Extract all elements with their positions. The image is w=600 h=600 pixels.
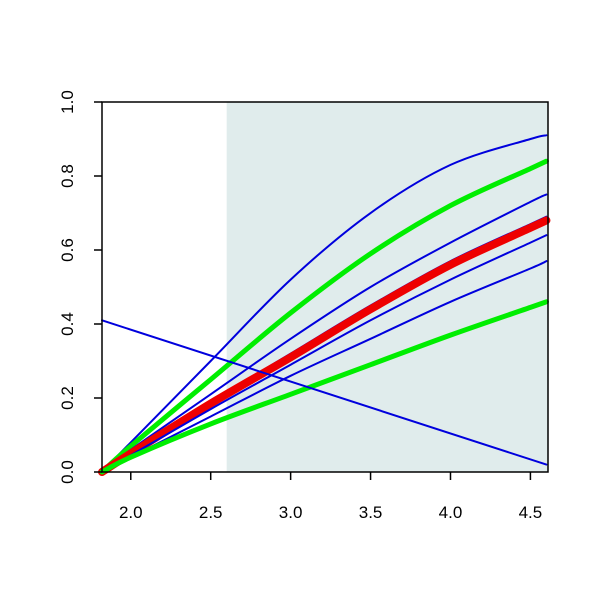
x-tick-label: 3.5: [359, 503, 383, 522]
series-line-9: [101, 319, 548, 466]
tick-labels-layer: 2.0 2.5 3.0 3.5 4.0 4.5 0.0 0.2 0.4 0.6 0.8 1.0: [58, 90, 542, 522]
shaded-region: [226, 102, 548, 472]
y-tick-label: 0.8: [58, 164, 77, 188]
x-tick-label: 3.0: [279, 503, 303, 522]
x-tick-label: 2.5: [199, 503, 223, 522]
x-tick-label: 2.0: [119, 503, 143, 522]
series-line-3: [101, 193, 548, 473]
y-tick-label: 0.2: [58, 386, 77, 410]
y-tick-label: 1.0: [58, 90, 77, 114]
y-tick-label: 0.4: [58, 312, 77, 336]
x-tick-label: 4.0: [439, 503, 463, 522]
axes-layer: [94, 101, 549, 480]
series-line-8: [99, 299, 549, 475]
series-line-1: [101, 134, 548, 473]
series-layer: [98, 134, 551, 476]
series-line-2: [99, 158, 549, 475]
plot-frame: [101, 101, 549, 473]
x-tick-label: 4.5: [519, 503, 543, 522]
series-line-5: [98, 216, 551, 476]
y-tick-label: 0.0: [58, 460, 77, 484]
y-tick-label: 0.6: [58, 238, 77, 262]
series-line-6: [101, 234, 548, 473]
shaded-region-layer: [226, 102, 548, 472]
